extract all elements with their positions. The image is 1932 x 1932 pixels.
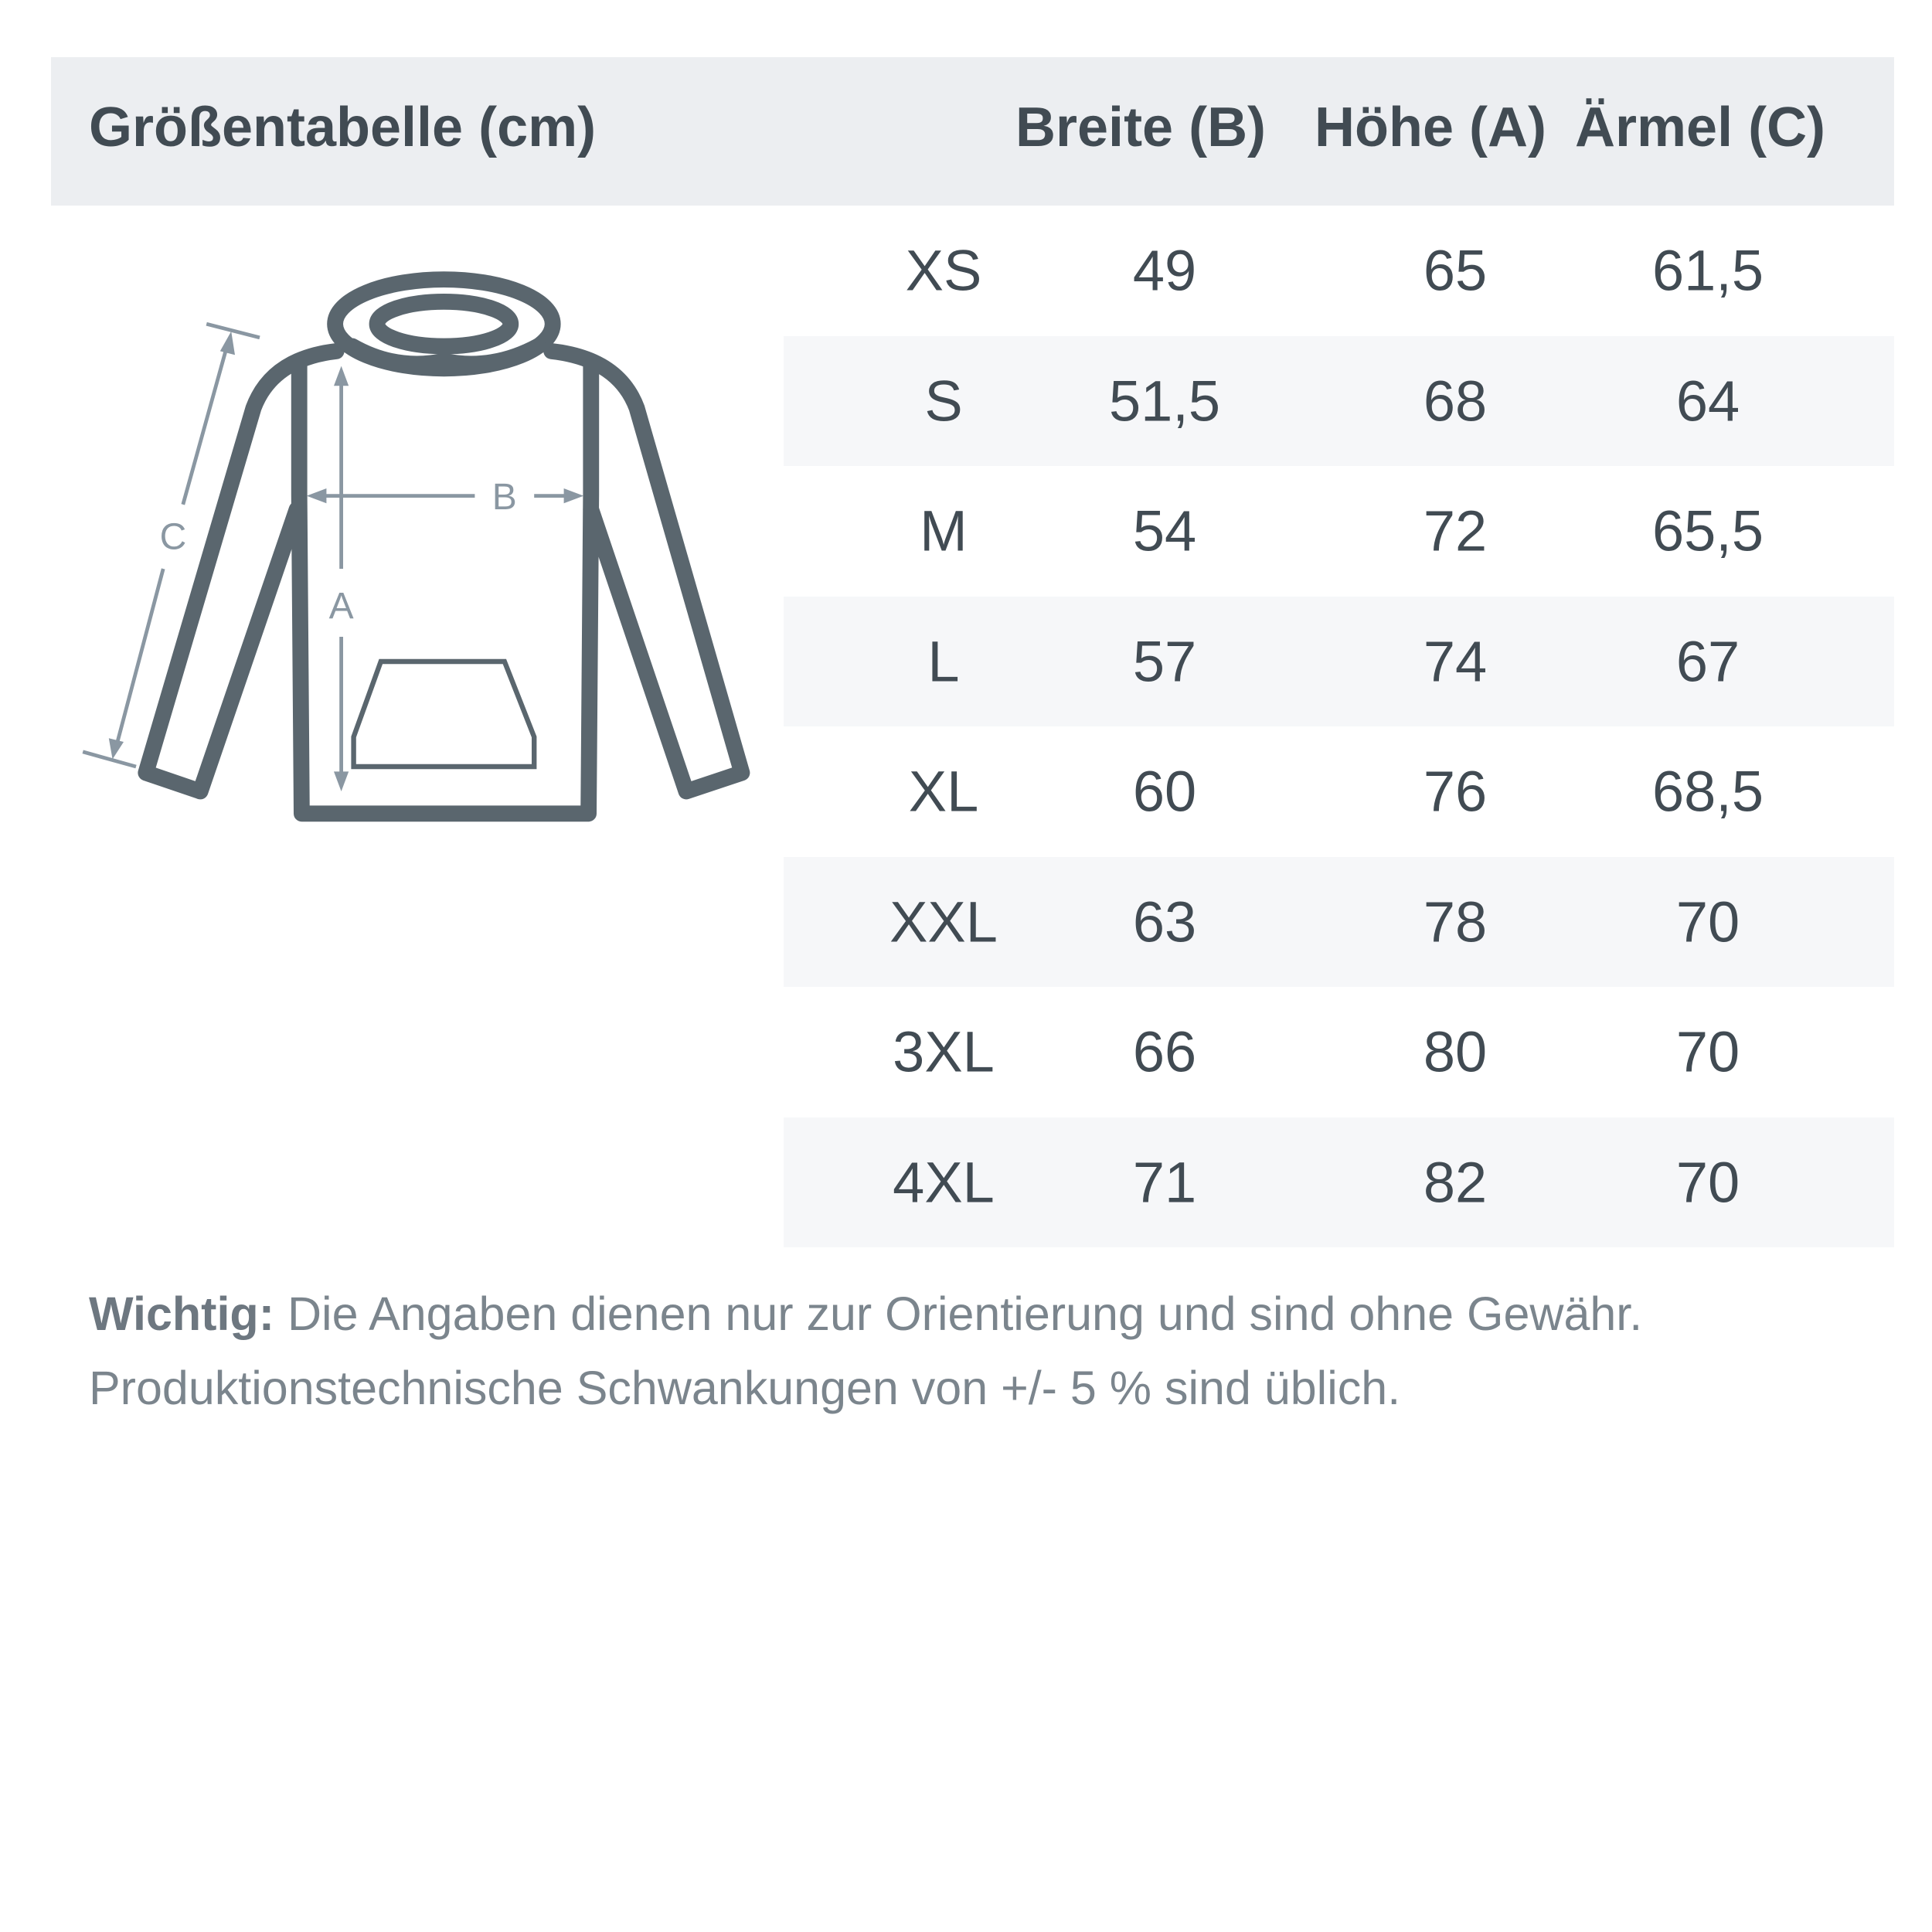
cell-size: XXL: [889, 889, 998, 954]
cell-breite: 51,5: [1108, 369, 1221, 434]
cell-size: 4XL: [893, 1150, 995, 1215]
cell-breite: 63: [1132, 889, 1197, 954]
label-c: C: [160, 516, 187, 557]
pocket: [351, 658, 537, 770]
cell-hoehe: 76: [1423, 759, 1488, 824]
cell-size: 3XL: [893, 1019, 995, 1084]
cell-aermel: 65,5: [1651, 498, 1764, 563]
column-header-aermel: Ärmel (C): [1575, 97, 1826, 158]
table-row: 3XL 66 80 70: [784, 987, 1894, 1117]
cell-aermel: 70: [1675, 1019, 1740, 1084]
column-header-hoehe: Höhe (A): [1315, 97, 1546, 158]
table-row: S 51,5 68 64: [784, 335, 1894, 466]
cell-aermel: 61,5: [1651, 238, 1764, 303]
page-title: Größentabelle (cm): [89, 97, 597, 158]
column-header-breite: Breite (B): [1015, 97, 1267, 158]
cell-aermel: 68,5: [1651, 759, 1764, 824]
table-row: 4XL 71 82 70: [784, 1117, 1894, 1247]
table-row: M 54 72 65,5: [784, 466, 1894, 597]
table-row: XXL 63 78 70: [784, 856, 1894, 987]
cell-aermel: 64: [1675, 369, 1740, 434]
label-b: B: [492, 477, 517, 518]
cell-size: XL: [908, 759, 979, 824]
note: Wichtig: Die Angaben dienen nur zur Orie…: [89, 1277, 1642, 1425]
cell-size: S: [924, 369, 963, 434]
cell-hoehe: 72: [1423, 498, 1488, 563]
cell-breite: 49: [1132, 238, 1197, 303]
cell-breite: 54: [1132, 498, 1197, 563]
cell-size: XS: [905, 238, 982, 303]
cell-aermel: 70: [1675, 1150, 1740, 1215]
cell-breite: 66: [1132, 1019, 1197, 1084]
measure-lines: [82, 321, 584, 791]
cell-hoehe: 74: [1423, 629, 1488, 694]
cell-hoehe: 78: [1423, 889, 1488, 954]
hoodie-outline: [138, 271, 750, 822]
cell-size: M: [920, 498, 968, 563]
cell-hoehe: 82: [1423, 1150, 1488, 1215]
note-line2: Produktionstechnische Schwankungen von +…: [89, 1362, 1401, 1414]
label-a: A: [329, 586, 354, 627]
table-header: Größentabelle (cm) Breite (B) Höhe (A) Ä…: [51, 57, 1894, 206]
table-row: XS 49 65 61,5: [784, 206, 1894, 336]
cell-breite: 60: [1132, 759, 1197, 824]
size-table: XS 49 65 61,5 S 51,5 68 64 M 54 72 65,5 L 57 74 67 XL 60 7…: [784, 206, 1894, 1247]
table-row: XL 60 76 68,5: [784, 726, 1894, 857]
cell-size: L: [927, 629, 960, 694]
note-bold: Wichtig:: [89, 1287, 275, 1340]
note-line1: Die Angaben dienen nur zur Orientierung …: [274, 1287, 1643, 1340]
cell-aermel: 67: [1675, 629, 1740, 694]
cell-breite: 71: [1132, 1150, 1197, 1215]
cell-hoehe: 68: [1423, 369, 1488, 434]
cell-aermel: 70: [1675, 889, 1740, 954]
cell-hoehe: 65: [1423, 238, 1488, 303]
table-row: L 57 74 67: [784, 596, 1894, 726]
cell-hoehe: 80: [1423, 1019, 1488, 1084]
cell-breite: 57: [1132, 629, 1197, 694]
